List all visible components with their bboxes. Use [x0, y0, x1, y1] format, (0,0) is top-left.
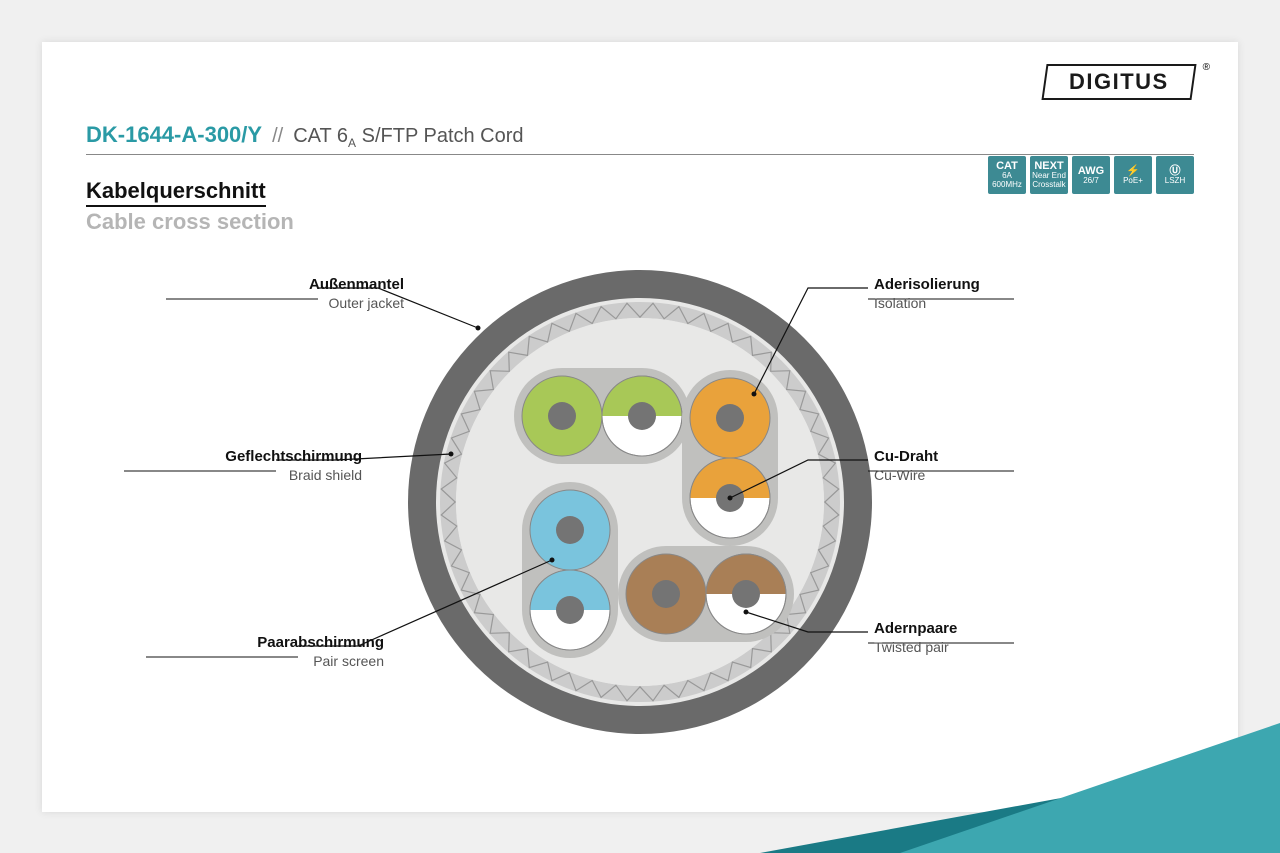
label-braid-shield: Geflechtschirmung Braid shield [212, 448, 362, 484]
label-isolation: Aderisolierung Isolation [874, 276, 980, 312]
registered-mark: ® [1203, 62, 1210, 73]
spec-badge: ⚡PoE+ [1114, 156, 1152, 194]
divider: // [272, 125, 283, 148]
brand-logo: DIGITUS [1041, 64, 1196, 100]
label-outer-jacket: Außenmantel Outer jacket [254, 276, 404, 312]
spec-badge: NEXTNear End Crosstalk [1030, 156, 1068, 194]
page: DIGITUS ® DK-1644-A-300/Y // CAT 6A S/FT… [42, 42, 1238, 812]
spec-badge: AWG26/7 [1072, 156, 1110, 194]
header-line: DK-1644-A-300/Y // CAT 6A S/FTP Patch Co… [86, 122, 1194, 155]
decor-triangle-light [900, 723, 1280, 853]
product-code: DK-1644-A-300/Y [86, 122, 262, 148]
label-cu-wire: Cu-Draht Cu-Wire [874, 448, 938, 484]
label-twisted-pair: Adernpaare Twisted pair [874, 620, 957, 656]
spec-badge: CAT6A 600MHz [988, 156, 1026, 194]
badges-row: CAT6A 600MHzNEXTNear End CrosstalkAWG26/… [988, 156, 1194, 194]
diagram-svg [42, 214, 1238, 774]
product-name: CAT 6A S/FTP Patch Cord [293, 125, 523, 150]
section-title-de: Kabelquerschnitt [86, 178, 266, 207]
cable-cross-section-diagram: Außenmantel Outer jacket Geflechtschirmu… [42, 214, 1238, 774]
brand-text: DIGITUS [1069, 69, 1169, 95]
label-pair-screen: Paarabschirmung Pair screen [234, 634, 384, 670]
spec-badge: ⓊLSZH [1156, 156, 1194, 194]
